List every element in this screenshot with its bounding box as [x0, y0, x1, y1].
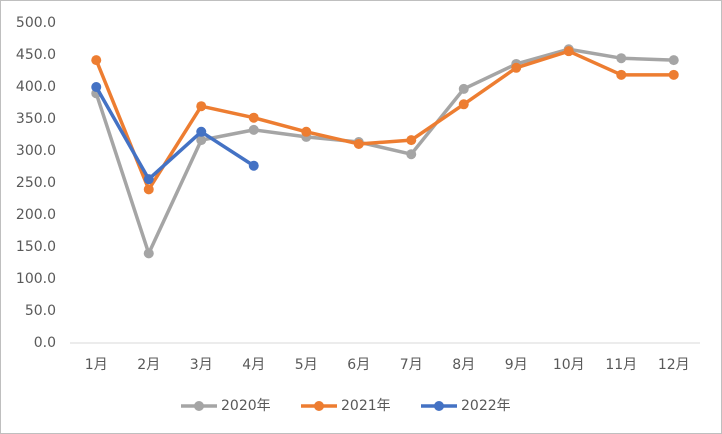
y-tick-label: 100.0 — [16, 271, 56, 287]
x-tick-label: 7月 — [400, 357, 423, 373]
x-tick-label: 6月 — [347, 357, 370, 373]
x-tick-label: 4月 — [242, 357, 265, 373]
x-tick-label: 12月 — [658, 357, 690, 373]
x-tick-label: 3月 — [190, 357, 213, 373]
x-tick-label: 11月 — [605, 357, 637, 373]
point — [353, 138, 364, 149]
point — [91, 55, 102, 66]
y-tick-label: 300.0 — [16, 143, 56, 159]
y-tick-label: 150.0 — [16, 239, 56, 255]
point — [248, 160, 259, 171]
x-tick-label: 2月 — [137, 357, 160, 373]
x-tick-label: 5月 — [295, 357, 318, 373]
x-tick-label: 8月 — [452, 357, 475, 373]
x-tick-label: 9月 — [505, 357, 528, 373]
point — [91, 82, 102, 92]
point — [458, 83, 469, 94]
series-line — [94, 49, 674, 192]
series-line — [94, 86, 255, 181]
legend-label: 2022年 — [461, 398, 511, 414]
point — [616, 53, 627, 64]
legend-marker — [194, 401, 204, 411]
y-tick-label: 0.0 — [34, 335, 56, 351]
point — [143, 184, 154, 195]
y-tick-label: 250.0 — [16, 175, 56, 191]
x-tick-label: 1月 — [85, 357, 108, 373]
point — [511, 62, 522, 73]
y-tick-label: 50.0 — [25, 303, 56, 319]
point — [248, 112, 259, 123]
legend-label: 2020年 — [221, 398, 271, 414]
y-tick-label: 200.0 — [16, 207, 56, 223]
point — [196, 135, 207, 146]
point — [406, 149, 417, 160]
point — [143, 174, 154, 185]
point — [301, 126, 312, 137]
point — [248, 124, 259, 135]
x-tick-label: 10月 — [553, 357, 585, 373]
point — [143, 248, 154, 259]
point — [563, 46, 574, 57]
point — [458, 99, 469, 110]
y-tick-label: 450.0 — [16, 47, 56, 63]
point — [196, 101, 207, 112]
legend-marker — [314, 401, 324, 411]
legend-label: 2021年 — [341, 398, 391, 414]
point — [406, 135, 417, 146]
point — [668, 55, 679, 66]
point — [668, 69, 679, 80]
point — [616, 69, 627, 80]
y-tick-label: 350.0 — [16, 111, 56, 127]
y-tick-label: 500.0 — [16, 15, 56, 31]
legend-marker — [434, 401, 444, 411]
point — [196, 126, 207, 137]
y-tick-label: 400.0 — [16, 79, 56, 95]
series-line — [94, 47, 674, 256]
